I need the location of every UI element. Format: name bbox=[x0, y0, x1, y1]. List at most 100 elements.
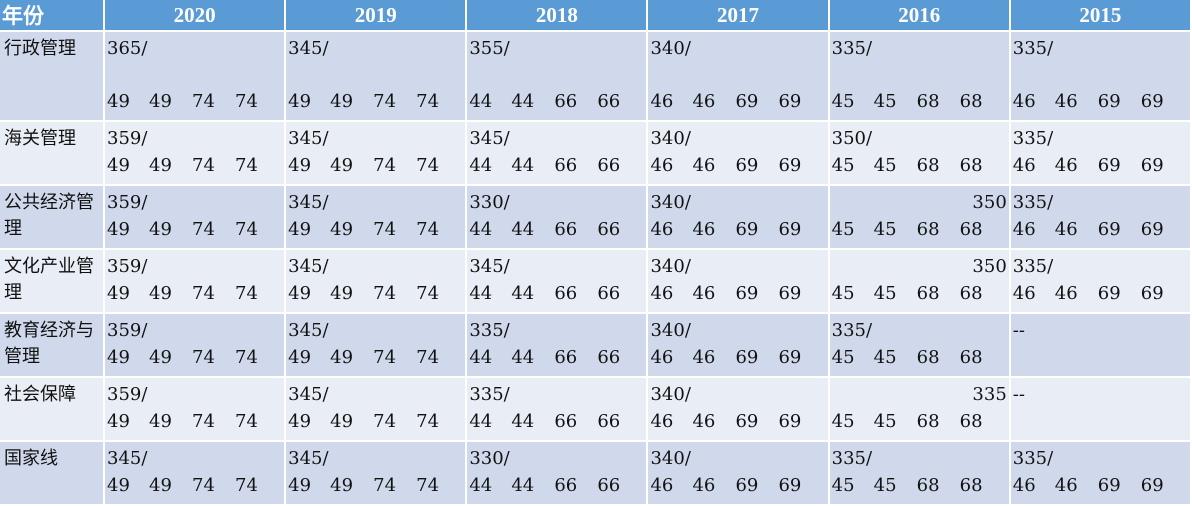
subject-score: 49 bbox=[149, 283, 172, 304]
subject-score: 69 bbox=[778, 411, 802, 432]
subject-score: 46 bbox=[1012, 155, 1036, 176]
total-score: 330/ bbox=[469, 192, 510, 213]
subject-scores: 49 49 74 74 bbox=[107, 347, 278, 369]
score-cell-content: 335/46 46 69 69 bbox=[1011, 122, 1190, 180]
subject-scores: 49 49 74 74 bbox=[288, 347, 459, 369]
subject-score: 74 bbox=[192, 411, 215, 432]
score-cell: 335/46 46 69 69 bbox=[1010, 442, 1192, 506]
subject-score: 66 bbox=[554, 219, 578, 240]
subject-score: 44 bbox=[511, 155, 535, 176]
subject-score: 44 bbox=[511, 347, 535, 368]
table-body: 行政管理 365/49 49 74 74 345/49 49 74 74 355/44 44 66 66… bbox=[0, 32, 1192, 506]
total-score: 335/ bbox=[1012, 38, 1054, 59]
subject-score: 74 bbox=[235, 475, 258, 496]
subject-score: 74 bbox=[192, 219, 215, 240]
total-score: 335/ bbox=[1012, 256, 1054, 277]
subject-scores: 45 45 68 68 bbox=[832, 155, 1003, 177]
score-cell-content: 350 45 45 68 68 bbox=[830, 250, 1009, 308]
total-score: 340/ bbox=[650, 192, 691, 213]
subject-score: 68 bbox=[959, 347, 983, 368]
subject-score: 74 bbox=[192, 475, 215, 496]
subject-score: 44 bbox=[511, 219, 535, 240]
total-score: -- bbox=[1012, 384, 1025, 405]
subject-scores: 49 49 74 74 bbox=[288, 91, 459, 113]
subject-scores: 44 44 66 66 bbox=[469, 155, 640, 177]
total-score: 345/ bbox=[288, 448, 329, 469]
subject-scores: 49 49 74 74 bbox=[107, 283, 278, 305]
total-score: 350 bbox=[972, 192, 1007, 213]
total-score: 345/ bbox=[469, 128, 510, 149]
total-score: 345/ bbox=[288, 128, 329, 149]
total-score: 340/ bbox=[650, 38, 691, 59]
subject-scores: 46 46 69 69 bbox=[650, 155, 821, 177]
subject-score: 66 bbox=[597, 411, 621, 432]
subject-score: 44 bbox=[469, 347, 493, 368]
subject-scores: 45 45 68 68 bbox=[832, 475, 1003, 497]
subject-score: 74 bbox=[373, 347, 397, 368]
total-score: 335/ bbox=[831, 320, 873, 341]
subject-score: 74 bbox=[192, 155, 215, 176]
subject-score: 74 bbox=[235, 91, 258, 112]
subject-scores: 46 46 69 69 bbox=[1013, 475, 1184, 497]
subject-scores: 46 46 69 69 bbox=[1013, 155, 1184, 177]
subject-score: 74 bbox=[235, 155, 258, 176]
subject-score: 46 bbox=[650, 475, 674, 496]
table-row: 海关管理 359/49 49 74 74 345/49 49 74 74 345/44 44 66 66… bbox=[0, 122, 1192, 186]
subject-score: 45 bbox=[873, 475, 897, 496]
subject-score: 49 bbox=[330, 411, 354, 432]
score-cell: 335/45 45 68 68 bbox=[829, 32, 1011, 122]
subject-score: 69 bbox=[778, 155, 802, 176]
subject-score: 74 bbox=[416, 411, 440, 432]
score-cell-content: 345/49 49 74 74 bbox=[286, 32, 465, 116]
subject-score: 49 bbox=[107, 411, 130, 432]
score-cell: 345/44 44 66 66 bbox=[467, 122, 649, 186]
subject-score: 74 bbox=[235, 411, 258, 432]
total-score: 335/ bbox=[469, 384, 510, 405]
score-cell-content: 335/45 45 68 68 bbox=[830, 442, 1009, 500]
subject-scores: 46 46 69 69 bbox=[1013, 91, 1184, 113]
table-row: 教育经济与管理 359/49 49 74 74 345/49 49 74 74 335/44 44 6… bbox=[0, 314, 1192, 378]
subject-score: 49 bbox=[149, 155, 172, 176]
score-cell: -- bbox=[1010, 314, 1192, 378]
subject-score: 66 bbox=[597, 475, 621, 496]
subject-score: 69 bbox=[1097, 91, 1121, 112]
subject-score: 74 bbox=[416, 347, 440, 368]
score-cell-content: 335/46 46 69 69 bbox=[1011, 442, 1190, 500]
subject-scores: 46 46 69 69 bbox=[650, 411, 821, 433]
subject-score: 69 bbox=[1140, 155, 1164, 176]
subject-score: 46 bbox=[692, 219, 716, 240]
score-cell: 340/46 46 69 69 bbox=[648, 122, 830, 186]
subject-score: 66 bbox=[554, 283, 578, 304]
subject-score: 74 bbox=[373, 219, 397, 240]
subject-score: 44 bbox=[511, 475, 535, 496]
score-cell-content: 335/46 46 69 69 bbox=[1011, 186, 1190, 244]
table-row: 公共经济管理 359/49 49 74 74 345/49 49 74 74 330/44 44 66… bbox=[0, 186, 1192, 250]
subject-score: 68 bbox=[916, 91, 940, 112]
header-year-2015: 2015 bbox=[1010, 0, 1192, 32]
subject-score: 45 bbox=[873, 283, 897, 304]
score-cell-content: 335/44 44 66 66 bbox=[467, 314, 646, 372]
subject-score: 45 bbox=[873, 411, 897, 432]
subject-score: 69 bbox=[1097, 283, 1121, 304]
subject-score: 49 bbox=[288, 411, 312, 432]
subject-scores: 45 45 68 68 bbox=[832, 347, 1003, 369]
subject-score: 68 bbox=[916, 219, 940, 240]
subject-score: 49 bbox=[149, 91, 172, 112]
subject-score: 46 bbox=[692, 347, 716, 368]
subject-score: 49 bbox=[149, 347, 172, 368]
subject-score: 68 bbox=[916, 347, 940, 368]
subject-score: 74 bbox=[373, 91, 397, 112]
subject-scores: 49 49 74 74 bbox=[288, 411, 459, 433]
score-cell: 340/46 46 69 69 bbox=[648, 314, 830, 378]
subject-score: 69 bbox=[778, 283, 802, 304]
score-cell-content: 335/44 44 66 66 bbox=[467, 378, 646, 436]
score-cell-content: 359/49 49 74 74 bbox=[105, 122, 284, 180]
total-score: 345/ bbox=[288, 384, 329, 405]
row-label: 国家线 bbox=[0, 442, 105, 506]
total-score: 345/ bbox=[288, 256, 329, 277]
subject-score: 49 bbox=[288, 155, 312, 176]
subject-score: 46 bbox=[650, 219, 674, 240]
total-score: 335/ bbox=[1012, 448, 1054, 469]
subject-score: 69 bbox=[735, 155, 759, 176]
